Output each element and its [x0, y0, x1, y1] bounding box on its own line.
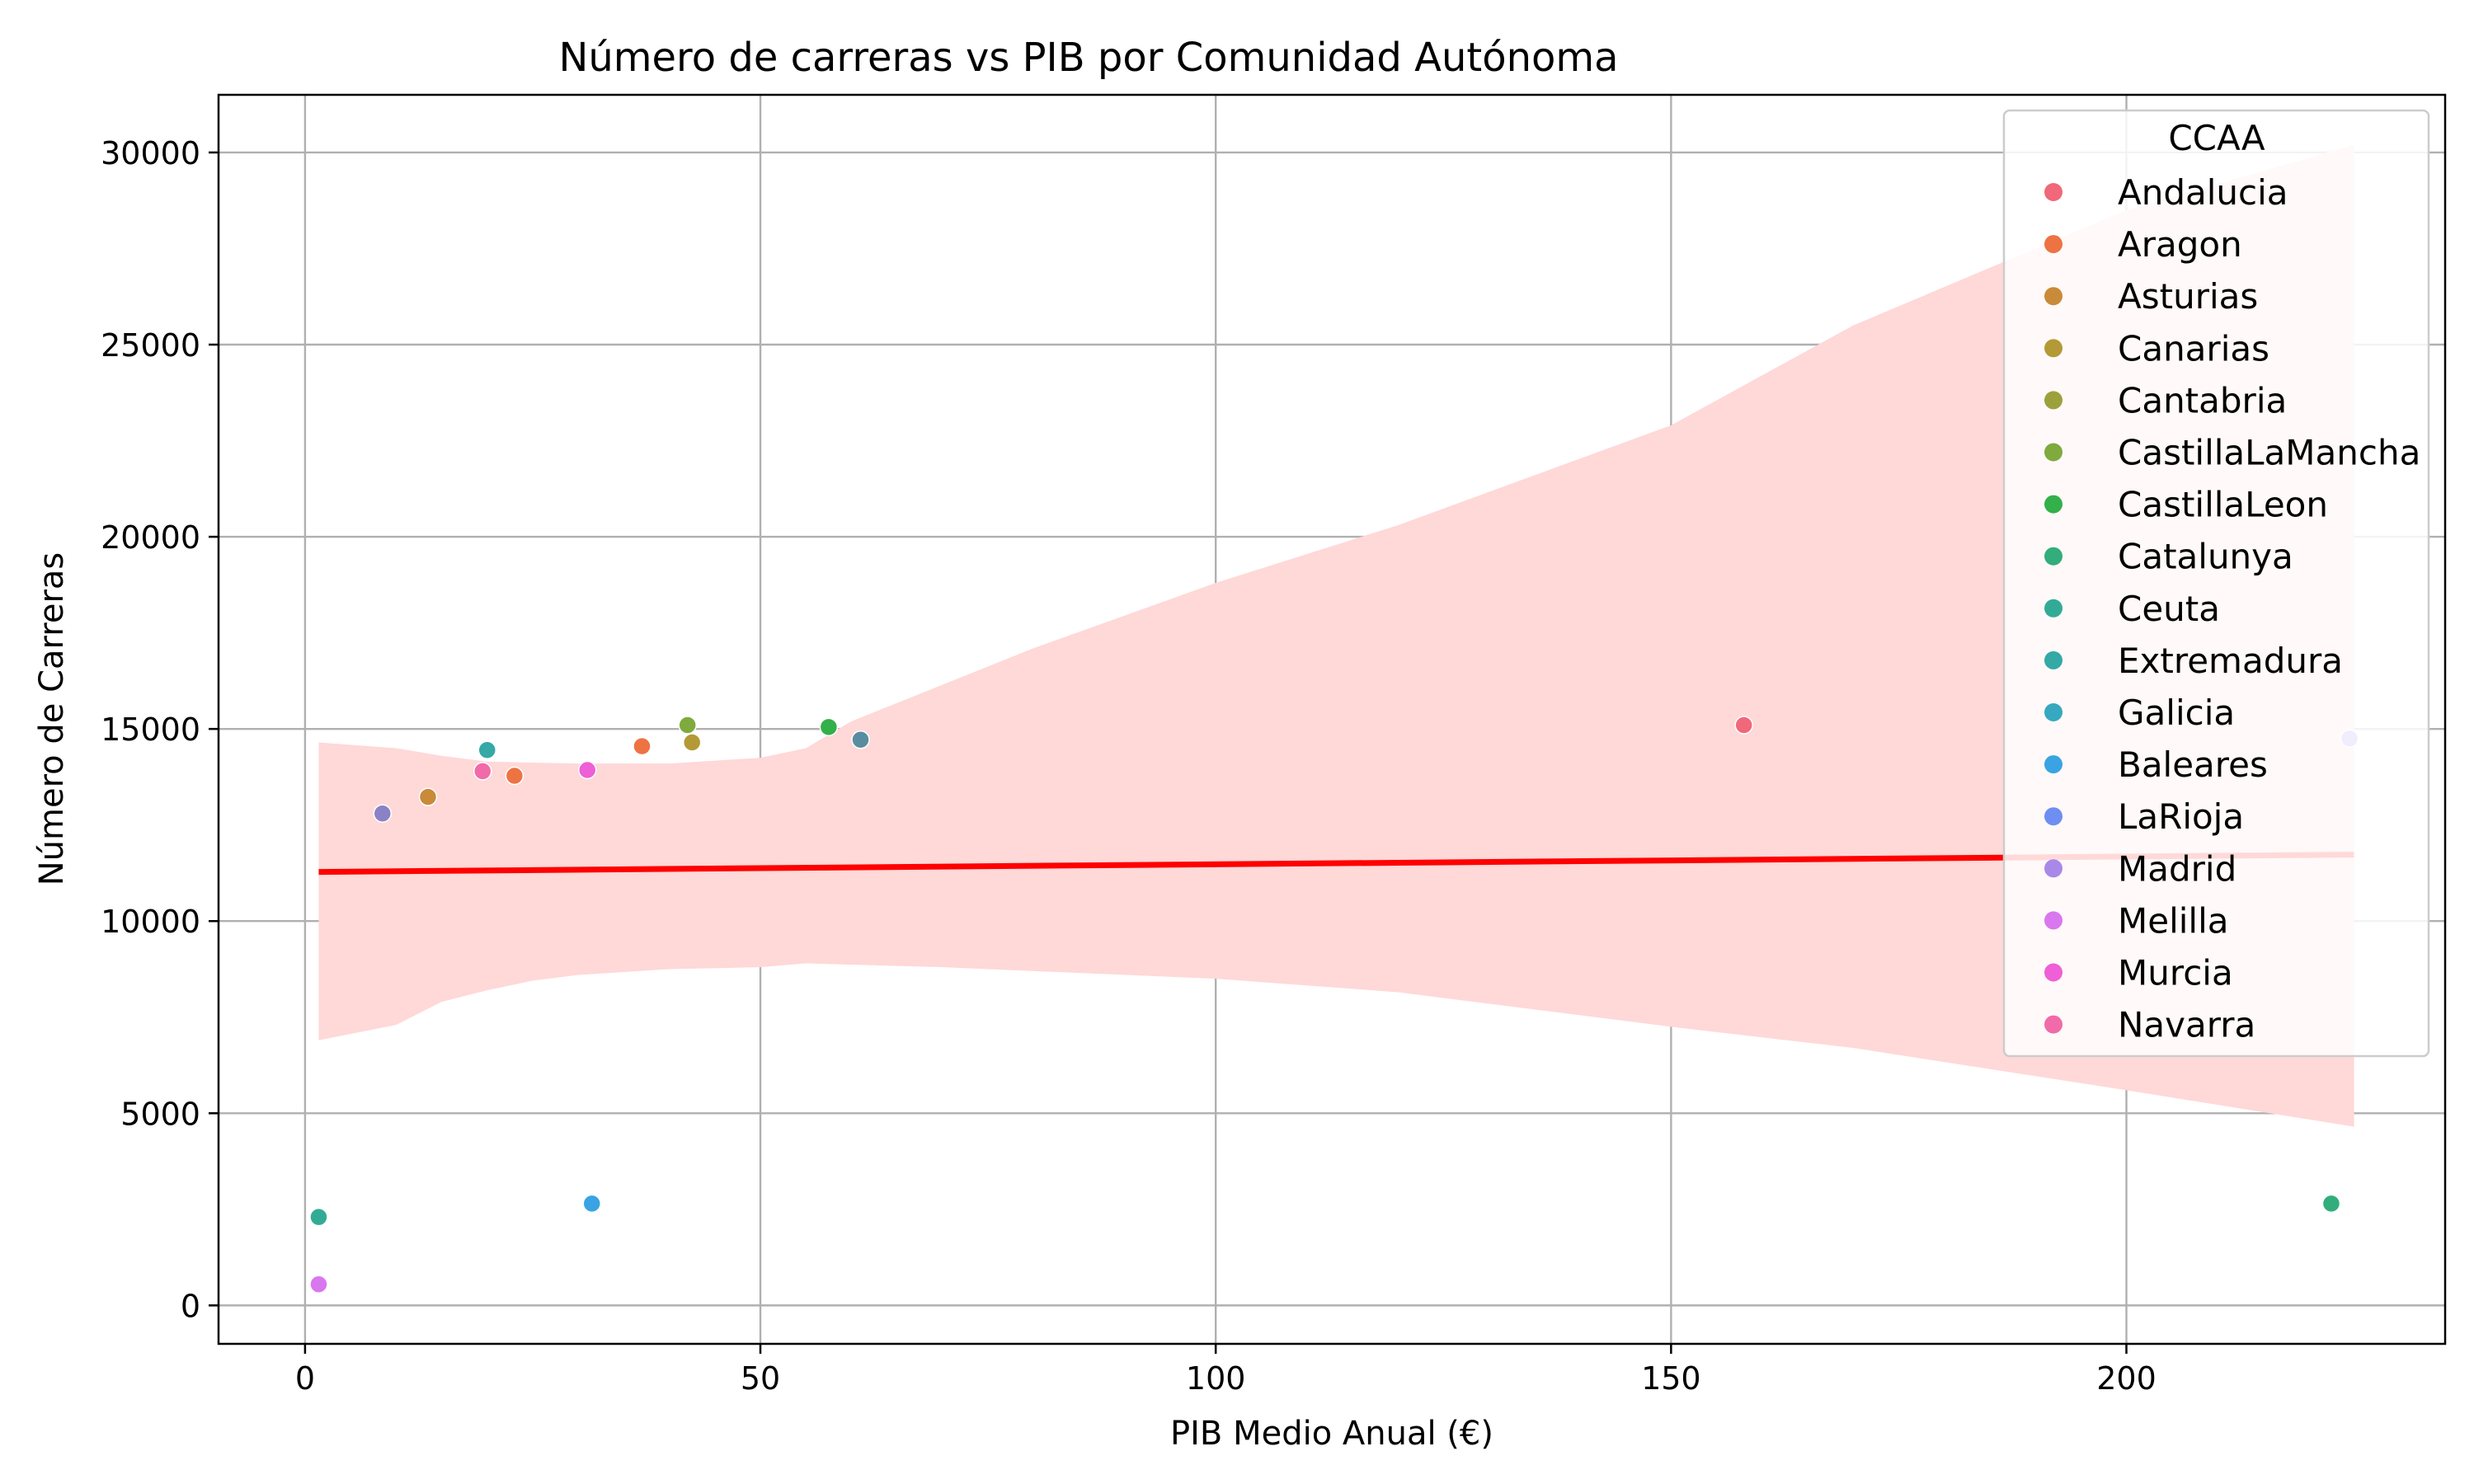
confidence-band [318, 144, 2354, 1127]
data-point [473, 762, 492, 781]
legend-marker [2044, 599, 2062, 618]
y-tick-label: 30000 [101, 135, 200, 171]
legend-label: Baleares [2118, 744, 2268, 785]
legend-marker [2044, 755, 2062, 774]
legend-label: Madrid [2118, 848, 2236, 889]
data-point [477, 740, 497, 760]
y-tick-label: 5000 [120, 1096, 200, 1132]
data-point [577, 760, 597, 780]
legend-label: Extremadura [2118, 641, 2343, 681]
legend-items: Andalucia Aragon Asturias Canarias Cantabria… [2044, 172, 2420, 1045]
legend-frame [2002, 109, 2430, 1058]
chart-title: Número de carreras vs PIB por Comunidad … [558, 35, 1618, 81]
legend-label: Ceuta [2118, 589, 2220, 629]
data-point [505, 766, 524, 786]
x-tick-label: 0 [295, 1360, 315, 1397]
legend-marker [2044, 859, 2062, 878]
data-point [682, 733, 702, 752]
legend-marker [2044, 547, 2062, 566]
legend-label: Navarra [2118, 1005, 2255, 1045]
data-points-layer [309, 716, 2359, 1294]
y-tick-label: 20000 [101, 519, 200, 556]
legend-label: Canarias [2118, 328, 2269, 369]
legend-label: Catalunya [2118, 537, 2293, 577]
legend-label: Murcia [2118, 953, 2233, 993]
x-tick-label: 50 [741, 1360, 780, 1397]
plot-area-frame [217, 93, 2447, 1345]
legend-marker [2044, 650, 2062, 669]
x-axis-label: PIB Medio Anual (€) [1170, 1415, 1493, 1453]
legend-label: Andalucia [2118, 172, 2288, 213]
legend-label: Aragon [2118, 224, 2242, 265]
legend-marker [2044, 443, 2062, 462]
legend-marker [2044, 963, 2062, 982]
data-point [418, 787, 438, 806]
data-point [373, 804, 393, 823]
data-point [309, 1207, 328, 1227]
y-axis-label: Número de Carreras [33, 552, 71, 885]
y-tick-label: 10000 [101, 904, 200, 940]
legend-label: LaRioja [2118, 796, 2244, 837]
legend-marker [2044, 495, 2062, 514]
legend-marker [2044, 183, 2062, 201]
data-point [2321, 1194, 2341, 1214]
legend-marker [2044, 1015, 2062, 1034]
legend: CCAA Andalucia Aragon Asturias Canarias Cant… [2002, 109, 2430, 1058]
y-tick-label: 0 [181, 1288, 200, 1324]
legend-label: CastillaLeon [2118, 485, 2328, 525]
x-tick-label: 150 [1641, 1360, 1701, 1397]
y-tick-label: 15000 [101, 711, 200, 748]
legend-marker [2044, 235, 2062, 254]
legend-label: Asturias [2118, 276, 2258, 317]
y-tick-label: 25000 [101, 327, 200, 364]
legend-marker [2044, 807, 2062, 826]
confidence-band-layer [318, 144, 2354, 1127]
x-tick-label: 100 [1186, 1360, 1246, 1397]
data-point [582, 1194, 602, 1214]
legend-marker [2044, 287, 2062, 306]
x-axis-ticks: 0 50 100 150 200 [295, 1344, 2157, 1397]
data-point [633, 736, 651, 756]
legend-marker [2044, 703, 2062, 721]
legend-marker [2044, 911, 2062, 930]
legend-label: CastillaLaMancha [2118, 433, 2420, 473]
data-point [309, 1275, 328, 1294]
legend-label: Melilla [2118, 900, 2229, 941]
data-point [678, 716, 697, 735]
data-point [851, 730, 870, 749]
legend-marker [2044, 339, 2062, 358]
legend-marker [2044, 391, 2062, 410]
data-point [819, 717, 839, 737]
legend-label: Galicia [2118, 693, 2235, 733]
y-axis-ticks: 0 5000 10000 15000 20000 25000 30000 [101, 135, 219, 1324]
legend-label: Cantabria [2118, 380, 2287, 420]
data-point [1734, 716, 1753, 735]
legend-title: CCAA [2168, 118, 2265, 158]
x-tick-label: 200 [2096, 1360, 2157, 1397]
